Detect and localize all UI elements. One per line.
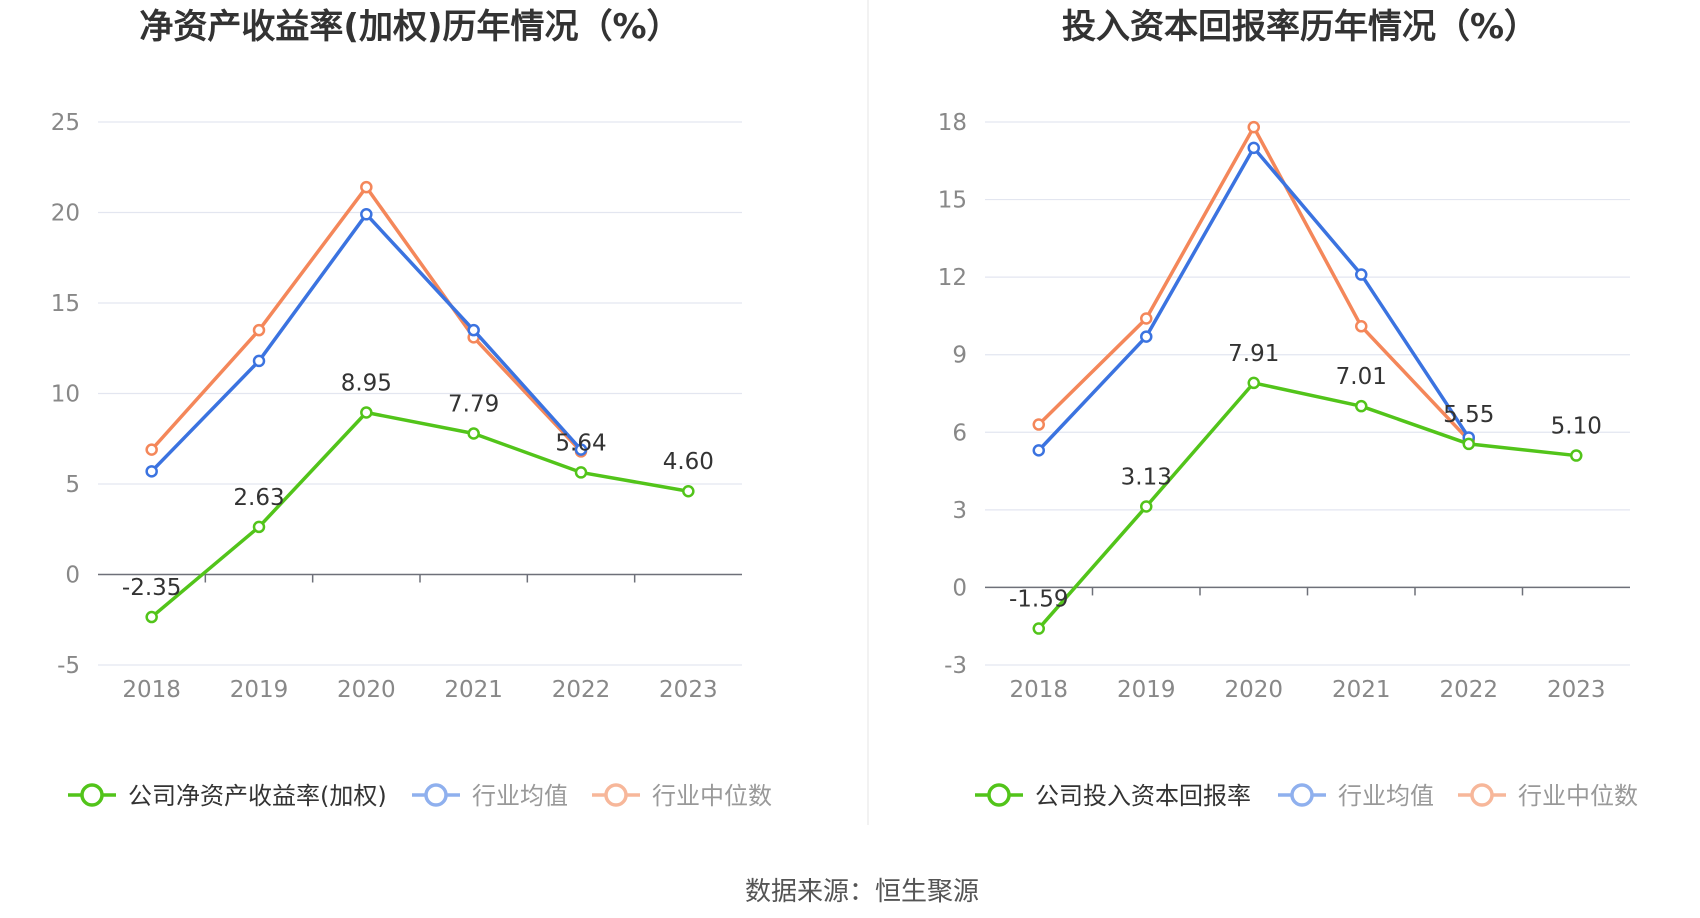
roic-chart: 投入资本回报率历年情况（%） -3 0 3 6 9 12 15 18 2018 2019 2020 20… — [938, 7, 1638, 810]
data-label: 2.63 — [233, 485, 284, 511]
data-point-median — [145, 443, 158, 456]
x-tick-label: 2020 — [337, 677, 396, 703]
legend-swatch-marker — [1470, 783, 1494, 807]
data-point-average — [1247, 141, 1260, 155]
series-line-median — [1037, 125, 1471, 442]
data-label: 7.01 — [1336, 364, 1387, 390]
series-line-company — [1037, 381, 1577, 630]
data-label: 7.91 — [1228, 341, 1279, 367]
data-point-company — [1140, 500, 1153, 513]
series-line-company — [150, 410, 689, 619]
legend-label: 行业中位数 — [1518, 782, 1638, 810]
x-tick-label: 2021 — [1332, 677, 1391, 703]
legend-label: 行业均值 — [472, 782, 568, 810]
data-label: 3.13 — [1121, 464, 1172, 490]
y-tick-label: 0 — [952, 575, 967, 601]
data-point-average — [360, 208, 373, 221]
data-point-company — [1032, 622, 1045, 635]
data-point-company — [1570, 449, 1583, 462]
x-tick-label: 2019 — [1117, 677, 1176, 703]
x-tick-label: 2021 — [444, 677, 503, 703]
legend-swatch-marker — [987, 783, 1011, 807]
x-tick-label: 2018 — [122, 677, 181, 703]
data-point-company — [682, 484, 695, 498]
y-tick-label: 10 — [51, 382, 80, 408]
y-tick-label: 9 — [952, 343, 967, 369]
data-label: 7.79 — [448, 392, 499, 418]
data-point-average — [467, 323, 480, 337]
x-tick-label: 2023 — [1547, 677, 1606, 703]
data-point-median — [1355, 320, 1368, 333]
data-point-average — [145, 465, 158, 478]
data-point-company — [1355, 399, 1368, 413]
x-tick-label: 2019 — [230, 677, 289, 703]
data-label: 5.10 — [1551, 414, 1602, 440]
data-label: -1.59 — [1009, 587, 1069, 613]
x-tick-label: 2022 — [552, 677, 611, 703]
y-tick-label: 0 — [65, 563, 80, 589]
data-point-median — [360, 180, 373, 194]
data-point-company — [1462, 437, 1475, 451]
data-label: -2.35 — [122, 575, 182, 601]
data-point-company — [145, 610, 158, 624]
y-tick-label: -5 — [57, 653, 80, 679]
data-point-company — [467, 427, 480, 440]
data-point-median — [252, 323, 266, 337]
y-tick-label: 3 — [952, 498, 967, 524]
legend-swatch-marker — [1290, 783, 1314, 807]
y-tick-label: 25 — [51, 110, 80, 136]
y-tick-label: 15 — [938, 188, 967, 214]
source-label: 数据来源：恒生聚源 — [745, 877, 979, 907]
data-point-company — [252, 520, 266, 534]
x-tick-label: 2022 — [1439, 677, 1498, 703]
legend-swatch-marker — [424, 783, 448, 807]
chart-title: 净资产收益率(加权)历年情况（%） — [139, 7, 680, 47]
y-tick-label: -3 — [944, 653, 967, 679]
y-tick-label: 18 — [938, 110, 967, 136]
legend-swatch-marker — [604, 783, 628, 807]
data-point-median — [1032, 418, 1045, 431]
data-point-company — [574, 466, 588, 479]
y-tick-label: 15 — [51, 291, 80, 317]
data-label: 4.60 — [663, 449, 714, 475]
series-line-average — [150, 212, 583, 473]
legend-label: 公司净资产收益率(加权) — [128, 782, 387, 810]
legend-swatch-marker — [80, 783, 104, 807]
data-point-average — [1140, 330, 1153, 343]
y-tick-label: 12 — [938, 265, 967, 291]
data-point-average — [1032, 444, 1045, 457]
x-tick-label: 2020 — [1224, 677, 1283, 703]
data-label: 8.95 — [341, 371, 392, 397]
x-tick-label: 2023 — [659, 677, 718, 703]
data-point-company — [360, 406, 373, 419]
data-label: 5.55 — [1443, 402, 1494, 428]
data-point-average — [252, 354, 266, 368]
data-point-company — [1247, 376, 1260, 390]
data-point-median — [1247, 120, 1260, 134]
data-point-average — [574, 443, 588, 456]
legend-label: 公司投入资本回报率 — [1035, 782, 1251, 810]
data-label: 5.64 — [555, 430, 606, 456]
y-tick-label: 5 — [65, 472, 80, 498]
data-point-median — [1140, 312, 1153, 325]
y-tick-label: 6 — [952, 420, 967, 446]
legend-label: 行业均值 — [1338, 782, 1434, 810]
y-tick-label: 20 — [51, 201, 80, 227]
series-line-average — [1037, 146, 1471, 452]
legend-label: 行业中位数 — [652, 782, 772, 810]
data-point-average — [1355, 268, 1368, 281]
chart-title: 投入资本回报率历年情况（%） — [1062, 7, 1538, 47]
roe-chart: 净资产收益率(加权)历年情况（%） -5 0 5 10 15 20 25 2018 2019 202… — [51, 7, 772, 810]
x-tick-label: 2018 — [1009, 677, 1068, 703]
